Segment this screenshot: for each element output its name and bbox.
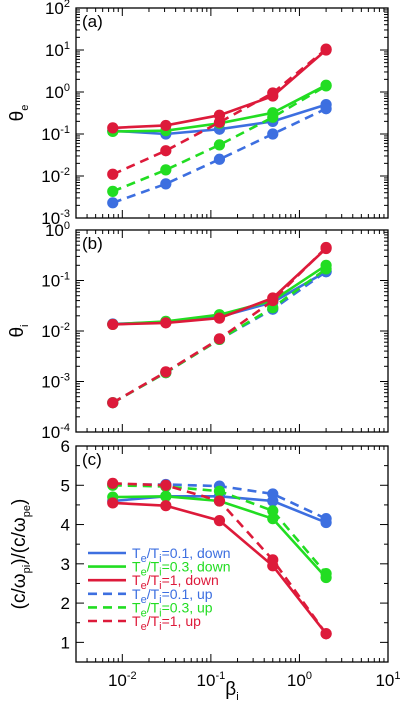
data-point	[213, 495, 226, 507]
data-point	[267, 111, 279, 123]
data-point	[160, 490, 172, 502]
y-tick-label: 2	[61, 594, 70, 613]
legend-entry: Te/Ti=0.1, down	[132, 545, 230, 565]
data-point	[267, 554, 279, 566]
y-tick-label: 10-1	[41, 271, 70, 291]
data-point	[160, 366, 172, 378]
data-point	[320, 241, 332, 254]
plot-frame	[75, 445, 389, 663]
panel-label: (b)	[82, 234, 103, 253]
data-point	[320, 513, 332, 525]
data-point	[320, 43, 332, 55]
data-point	[160, 164, 172, 176]
data-point	[107, 397, 119, 409]
y-axis-label: θe	[7, 105, 31, 122]
y-tick-label: 10-3	[41, 208, 70, 228]
y-tick-label: 5	[61, 476, 70, 495]
data-point	[107, 122, 119, 134]
y-axis-label: (c/ωpi)/(c/ωpe)	[9, 499, 33, 610]
data-point	[213, 333, 226, 345]
data-point	[160, 479, 172, 491]
panel-2: 1 2 3 4 5 6 10-2 10-1 100 101 (c) (c/ωpi)/(c/ωpe) βi…	[9, 437, 400, 703]
data-point	[107, 497, 119, 509]
data-point	[213, 515, 226, 527]
data-point	[107, 168, 119, 180]
legend-entry: Te/Ti=1, down	[132, 572, 219, 592]
y-axis-label: θi	[7, 324, 31, 337]
y-tick-label: 4	[61, 516, 70, 535]
y-tick-label: 10-3	[41, 372, 70, 392]
series-line-red-dashed	[112, 48, 327, 176]
y-tick-label: 6	[61, 437, 70, 456]
x-tick-label: 10-1	[197, 670, 226, 690]
x-tick-label: 101	[375, 670, 400, 690]
x-axis-label: βi	[225, 679, 238, 703]
data-point	[213, 485, 226, 497]
y-tick-label: 10-2	[41, 166, 70, 186]
panel-label: (c)	[82, 450, 102, 469]
y-tick-label: 100	[45, 220, 70, 240]
panel-0: 10-3 10-2 10-1 100 101 102 (a) θe	[7, 0, 389, 228]
data-point	[320, 80, 332, 92]
y-tick-label: 3	[61, 555, 70, 574]
legend-entry: Te/Ti=0.3, up	[132, 599, 213, 619]
y-tick-label: 10-1	[41, 124, 70, 144]
data-point	[213, 139, 226, 151]
data-point	[213, 116, 226, 128]
data-point	[160, 145, 172, 157]
data-point	[320, 568, 332, 580]
x-tick-label: 10-2	[108, 670, 137, 690]
data-point	[267, 505, 279, 517]
data-point	[160, 178, 172, 190]
y-tick-label: 101	[45, 40, 70, 60]
legend-entry: Te/Ti=1, up	[132, 613, 201, 633]
data-point	[160, 317, 172, 329]
legend-entry: Te/Ti=0.3, down	[132, 559, 230, 579]
data-point	[107, 318, 119, 331]
y-tick-label: 102	[45, 0, 70, 18]
data-point	[107, 185, 119, 197]
y-tick-label: 10-4	[41, 422, 70, 442]
y-tick-label: 10-2	[41, 321, 70, 341]
data-point	[320, 628, 332, 640]
legend-entry: Te/Ti=0.1, up	[132, 586, 213, 606]
series-line-red-dashed	[112, 246, 328, 404]
y-tick-label: 1	[61, 633, 70, 652]
panel-1: 10-4 10-3 10-2 10-1 100 (b) θi	[7, 220, 389, 442]
x-tick-label: 100	[287, 670, 312, 690]
data-point	[160, 119, 172, 132]
data-point	[267, 294, 279, 307]
plot-frame	[75, 7, 389, 219]
series-line-green-dashed	[112, 84, 327, 193]
data-point	[160, 500, 172, 512]
data-point	[213, 312, 226, 324]
data-point	[213, 153, 226, 165]
y-tick-label: 100	[45, 82, 70, 102]
data-point	[107, 197, 119, 209]
data-point	[320, 263, 332, 275]
data-point	[267, 488, 279, 500]
data-point	[267, 87, 279, 99]
series-line-blue-dashed	[112, 107, 327, 205]
data-point	[107, 477, 119, 489]
data-point	[267, 128, 279, 140]
panel-label: (a)	[82, 12, 103, 31]
data-point	[320, 103, 332, 115]
